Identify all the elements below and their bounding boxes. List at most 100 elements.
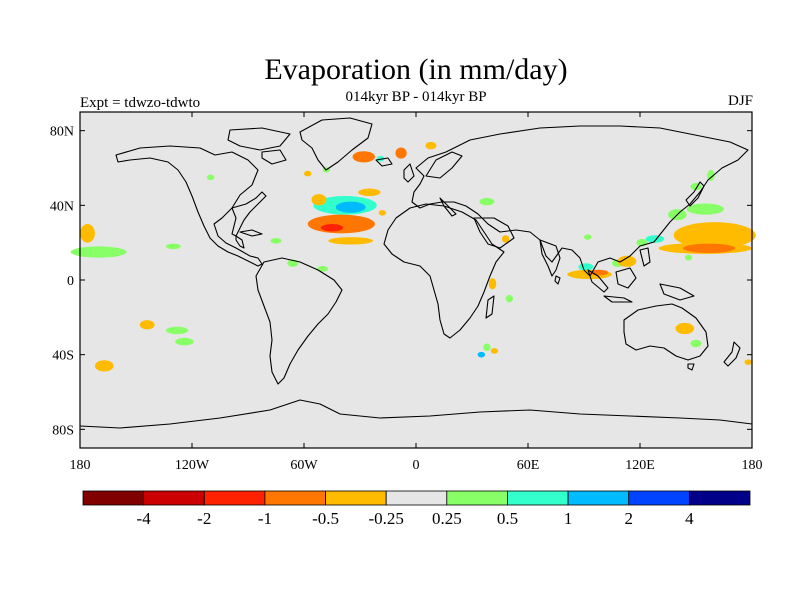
anomaly-patch — [488, 278, 497, 290]
coastlines — [79, 117, 753, 429]
colorbar: -4 -2 -1 -0.5 -0.25 0.25 0.5 1 2 4 — [82, 490, 751, 528]
colorbar-label: -0.25 — [368, 509, 403, 528]
colorbar-box — [688, 490, 751, 506]
coast-scandinavia — [425, 151, 463, 179]
anomaly-patch — [684, 254, 693, 261]
coast-us-east — [231, 191, 267, 237]
anomaly-patch — [395, 147, 407, 159]
anomaly-patch — [304, 170, 312, 177]
x-tick-label: 120W — [175, 458, 210, 473]
colorbar-box — [264, 490, 326, 506]
coast-japan — [685, 181, 705, 207]
coast-arctic-islands — [227, 127, 291, 165]
anomaly-patch — [682, 243, 736, 253]
axis-ticks: 180 120W 60W 0 60E 120E 180 80N 40N 0 40S 80S — [50, 112, 763, 473]
coast-antarctica — [79, 399, 753, 429]
anomaly-patch — [505, 294, 514, 303]
colorbar-box — [446, 490, 508, 506]
anomaly-layer — [70, 141, 756, 372]
anomaly-patch — [317, 266, 329, 272]
anomaly-patch — [477, 351, 486, 358]
experiment-label: Expt = tdwzo-tdwto — [80, 95, 201, 111]
coast-africa — [383, 203, 505, 339]
anomaly-patch — [490, 348, 499, 354]
anomaly-patch — [335, 201, 366, 213]
anomaly-patch — [584, 234, 592, 240]
colorbar-label: 0.25 — [432, 509, 462, 528]
anomaly-patch — [139, 320, 155, 330]
colorbar-box — [567, 490, 630, 506]
colorbar-label: 1 — [564, 509, 573, 528]
anomaly-patch — [352, 151, 375, 163]
coast-new-zealand — [723, 341, 741, 367]
y-tick-label: 40S — [52, 349, 74, 364]
chart-subtitle: 014kyr BP - 014kyr BP — [345, 89, 487, 105]
coast-borneo — [615, 267, 637, 289]
coast-italy — [439, 197, 457, 217]
anomaly-patch — [328, 237, 374, 245]
coast-java — [603, 295, 633, 303]
coast-madagascar — [485, 295, 495, 319]
colorbar-label: -2 — [197, 509, 211, 528]
colorbar-box — [628, 490, 690, 506]
coast-south-america — [255, 257, 343, 385]
anomaly-patch — [479, 197, 495, 206]
x-tick-label: 180 — [70, 458, 91, 473]
coast-philippines — [639, 247, 651, 267]
colorbar-box — [385, 490, 448, 506]
anomaly-patch — [311, 194, 327, 206]
colorbar-box — [507, 490, 569, 506]
colorbar-label: 2 — [624, 509, 633, 528]
anomaly-patch — [165, 326, 189, 335]
colorbar-box — [325, 490, 387, 506]
coast-arabia — [473, 217, 515, 249]
coast-eurasia — [411, 125, 749, 277]
colorbar-label: -4 — [137, 509, 152, 528]
colorbar-label: 0.5 — [497, 509, 518, 528]
anomaly-patch — [578, 263, 594, 271]
anomaly-patch — [270, 238, 282, 244]
x-tick-label: 180 — [742, 458, 763, 473]
chart-title: Evaporation (in mm/day) — [264, 53, 568, 86]
anomaly-patch — [686, 203, 724, 215]
x-tick-label: 60E — [517, 458, 540, 473]
colorbar-box — [82, 490, 145, 506]
anomaly-patch — [744, 359, 752, 365]
anomaly-patch — [94, 360, 114, 372]
colorbar-label: 4 — [685, 509, 694, 528]
coast-iceland — [375, 157, 393, 167]
anomaly-patch — [320, 224, 344, 232]
y-tick-label: 80N — [50, 125, 74, 140]
colorbar-box — [143, 490, 205, 506]
colorbar-label: -1 — [258, 509, 272, 528]
anomaly-patch — [175, 337, 194, 346]
anomaly-patch — [483, 343, 491, 351]
coast-north-america — [115, 145, 263, 267]
map-background — [80, 112, 752, 448]
anomaly-patch — [206, 174, 215, 181]
anomaly-patch — [378, 210, 387, 216]
y-tick-label: 0 — [67, 274, 74, 289]
coast-india — [539, 239, 561, 277]
coast-australia — [623, 303, 709, 361]
anomaly-patch — [645, 235, 665, 243]
anomaly-patch — [358, 188, 381, 196]
y-tick-label: 40N — [50, 199, 74, 214]
coast-uk — [403, 163, 415, 183]
anomaly-patch — [673, 222, 756, 249]
x-tick-label: 120E — [625, 458, 655, 473]
anomaly-patch — [690, 339, 702, 348]
season-label: DJF — [727, 93, 753, 109]
coast-greenland — [299, 117, 373, 171]
coast-tasmania — [687, 363, 695, 371]
anomaly-patch — [80, 224, 95, 243]
anomaly-patch — [165, 243, 181, 250]
anomaly-patch — [70, 246, 127, 258]
x-tick-label: 60W — [290, 458, 318, 473]
coast-new-guinea — [659, 283, 695, 301]
colorbar-box — [203, 490, 266, 506]
anomaly-patch — [501, 235, 510, 243]
coast-florida — [235, 235, 245, 249]
anomaly-patch — [425, 141, 437, 150]
